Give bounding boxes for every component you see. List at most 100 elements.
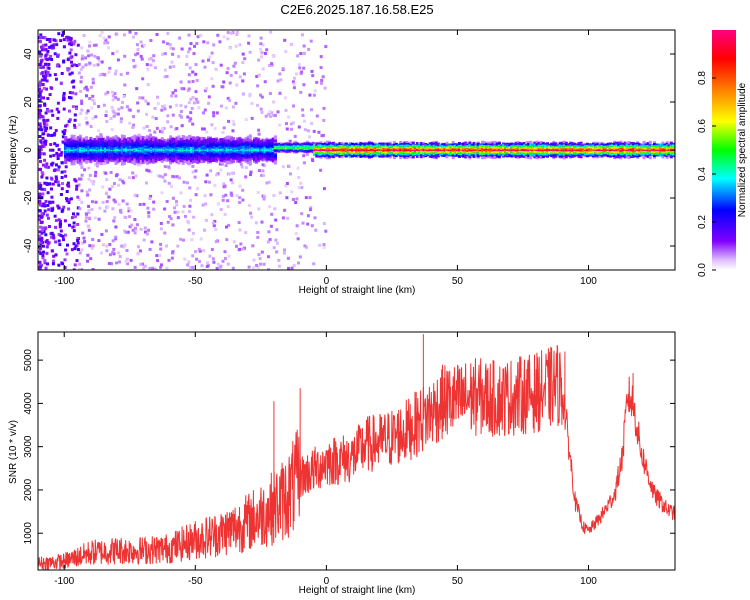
heatmap-band-cell — [541, 150, 545, 151]
heatmap-noise-cell — [187, 33, 191, 37]
y-tick-label: 40 — [23, 48, 34, 60]
heatmap-noise-cell — [46, 71, 50, 75]
heatmap-noise-cell — [92, 180, 96, 183]
heatmap-noise-cell — [93, 54, 97, 58]
heatmap-band-cell — [325, 150, 329, 151]
heatmap-noise-cell — [290, 122, 294, 126]
heatmap-band-cell — [374, 150, 378, 151]
heatmap-band-cell — [621, 150, 625, 151]
heatmap-noise-cell — [39, 225, 42, 229]
heatmap-noise-cell — [175, 175, 179, 179]
heatmap-band-cell — [424, 150, 428, 151]
heatmap-noise-cell — [291, 121, 295, 125]
heatmap-noise-cell — [78, 251, 82, 255]
heatmap-band-cell — [470, 150, 474, 151]
heatmap-noise-cell — [88, 173, 92, 177]
heatmap-noise-cell — [54, 180, 58, 184]
heatmap-noise-cell — [206, 41, 210, 45]
y-tick-label: 0 — [23, 147, 34, 153]
heatmap-noise-cell — [41, 45, 45, 49]
heatmap-band-cell — [483, 149, 487, 151]
heatmap-noise-cell — [87, 216, 91, 220]
heatmap-noise-cell — [56, 53, 60, 57]
heatmap-noise-cell — [136, 101, 140, 105]
heatmap-noise-cell — [139, 227, 143, 231]
heatmap-noise-cell — [45, 58, 49, 62]
heatmap-band-cell — [392, 149, 396, 151]
heatmap-noise-cell — [225, 71, 229, 75]
heatmap-noise-cell — [239, 162, 243, 166]
heatmap-noise-cell — [235, 194, 239, 198]
heatmap-band-cell — [359, 150, 363, 151]
heatmap-noise-cell — [45, 245, 49, 249]
heatmap-noise-cell — [299, 72, 303, 76]
heatmap-noise-cell — [141, 77, 145, 81]
heatmap-noise-cell — [321, 75, 325, 79]
heatmap-noise-cell — [226, 37, 230, 41]
heatmap-noise-cell — [105, 178, 109, 182]
heatmap-noise-cell — [204, 218, 208, 222]
heatmap-band-cell — [219, 150, 223, 151]
heatmap-band-cell — [571, 150, 575, 151]
heatmap-noise-cell — [290, 190, 294, 194]
heatmap-noise-cell — [207, 180, 211, 184]
heatmap-band-cell — [202, 150, 206, 151]
heatmap-noise-cell — [299, 181, 303, 185]
heatmap-noise-cell — [53, 132, 57, 135]
heatmap-noise-cell — [208, 55, 212, 59]
heatmap-noise-cell — [273, 114, 277, 117]
heatmap-noise-cell — [149, 170, 153, 174]
heatmap-noise-cell — [171, 250, 175, 254]
heatmap-noise-cell — [148, 247, 152, 251]
heatmap-noise-cell — [168, 65, 172, 69]
heatmap-noise-cell — [75, 107, 78, 111]
heatmap-noise-cell — [40, 187, 44, 191]
heatmap-noise-cell — [268, 110, 272, 114]
heatmap-noise-cell — [249, 170, 253, 174]
heatmap-noise-cell — [142, 266, 146, 270]
heatmap-noise-cell — [44, 266, 48, 270]
heatmap-noise-cell — [84, 219, 88, 223]
heatmap-noise-cell — [75, 259, 79, 263]
heatmap-band-cell — [508, 150, 512, 151]
heatmap-noise-cell — [60, 161, 64, 165]
heatmap-noise-cell — [48, 57, 52, 61]
heatmap-noise-cell — [292, 86, 296, 90]
heatmap-band-cell — [497, 150, 501, 151]
heatmap-band-cell — [369, 150, 373, 151]
heatmap-noise-cell — [77, 63, 81, 66]
heatmap-noise-cell — [98, 34, 102, 38]
heatmap-noise-cell — [43, 102, 47, 106]
heatmap-noise-cell — [186, 220, 190, 224]
heatmap-noise-cell — [199, 33, 203, 37]
heatmap-noise-cell — [247, 41, 251, 45]
heatmap-noise-cell — [76, 223, 80, 226]
heatmap-noise-cell — [221, 162, 224, 166]
x-tick-label: -100 — [54, 576, 74, 587]
heatmap-noise-cell — [57, 148, 61, 152]
heatmap-y-label: Frequency (Hz) — [8, 116, 19, 185]
heatmap-noise-cell — [231, 181, 235, 185]
heatmap-noise-cell — [48, 40, 52, 44]
heatmap-band-cell — [139, 150, 143, 151]
heatmap-noise-cell — [91, 116, 95, 120]
heatmap-band-cell — [211, 150, 214, 151]
heatmap-band-cell — [439, 150, 443, 151]
heatmap-band-cell — [451, 150, 455, 151]
heatmap-band-cell — [267, 150, 271, 151]
heatmap-noise-cell — [187, 228, 191, 232]
heatmap-noise-cell — [51, 200, 55, 204]
heatmap-band-cell — [409, 150, 413, 151]
heatmap-band-cell — [125, 150, 128, 151]
heatmap-band-cell — [66, 150, 70, 151]
heatmap-noise-cell — [71, 105, 75, 109]
heatmap-noise-cell — [216, 202, 220, 206]
heatmap-band-cell — [405, 150, 409, 151]
heatmap-noise-cell — [143, 226, 147, 230]
heatmap-band-cell — [102, 150, 105, 151]
heatmap-noise-cell — [185, 63, 189, 66]
heatmap-noise-cell — [155, 33, 159, 36]
heatmap-noise-cell — [184, 215, 187, 218]
heatmap-noise-cell — [65, 199, 69, 203]
heatmap-band-cell — [615, 150, 619, 151]
